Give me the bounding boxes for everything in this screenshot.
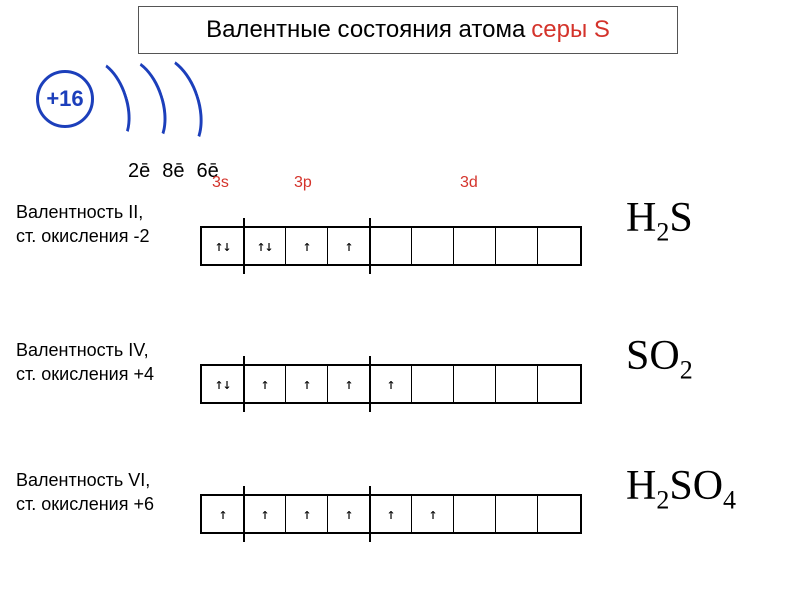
- formula-1: H2S: [626, 194, 693, 247]
- label-3s: 3s: [212, 174, 229, 192]
- electron-counts: 2ē 8ē 6ē: [128, 160, 219, 183]
- orbital-diagram-1: ↑↓ ↑↓ ↑ ↑: [200, 226, 582, 266]
- formula-2: SO2: [626, 332, 693, 385]
- cell: [538, 366, 580, 402]
- cell: ↑: [412, 496, 454, 532]
- state-1-line1: Валентность II,: [16, 200, 196, 224]
- cell: [496, 366, 538, 402]
- state-2-line2: ст. окисления +4: [16, 362, 196, 386]
- state-label-3: Валентность VI, ст. окисления +6: [16, 468, 196, 517]
- cell: ↑: [202, 496, 244, 532]
- cell-arrows: ↑: [344, 375, 352, 393]
- cell-arrows: ↑: [302, 375, 310, 393]
- cell: [454, 496, 496, 532]
- shell-count-1: 2ē: [128, 160, 150, 183]
- label-3d: 3d: [460, 174, 478, 192]
- formula-3: H2SO4: [626, 462, 736, 515]
- cell: ↑: [244, 366, 286, 402]
- cell: ↑↓: [244, 228, 286, 264]
- cell: ↑: [328, 496, 370, 532]
- cell: ↑↓: [202, 228, 244, 264]
- cell: ↑: [370, 496, 412, 532]
- cell: [538, 228, 580, 264]
- cell-arrows: ↑: [386, 505, 394, 523]
- label-3p: 3p: [294, 174, 312, 192]
- title-element: серы S: [531, 16, 610, 44]
- orbital-diagram-3: ↑ ↑ ↑ ↑ ↑ ↑: [200, 494, 582, 534]
- cell: ↑: [328, 366, 370, 402]
- cell-arrows: ↑↓: [214, 237, 230, 255]
- cell: ↑: [286, 228, 328, 264]
- state-3-line2: ст. окисления +6: [16, 492, 196, 516]
- cell-arrows: ↑↓: [256, 237, 272, 255]
- shell-count-2: 8ē: [162, 160, 184, 183]
- cell-arrows: ↑: [386, 375, 394, 393]
- cell: [370, 228, 412, 264]
- state-2-line1: Валентность IV,: [16, 338, 196, 362]
- cell-arrows: ↑: [302, 505, 310, 523]
- cell: [454, 228, 496, 264]
- cell: ↑: [244, 496, 286, 532]
- cell-arrows: ↑: [344, 237, 352, 255]
- cell: ↑: [370, 366, 412, 402]
- cell: ↑: [286, 366, 328, 402]
- cell-arrows: ↑↓: [214, 375, 230, 393]
- state-3-line1: Валентность VI,: [16, 468, 196, 492]
- title-box: Валентные состояния атома серы S: [138, 6, 678, 54]
- cell: [496, 496, 538, 532]
- cell: ↑: [328, 228, 370, 264]
- state-label-1: Валентность II, ст. окисления -2: [16, 200, 196, 249]
- cell-arrows: ↑: [260, 505, 268, 523]
- cell: ↑: [286, 496, 328, 532]
- cell-arrows: ↑: [428, 505, 436, 523]
- cell-arrows: ↑: [344, 505, 352, 523]
- cell: [538, 496, 580, 532]
- cell-arrows: ↑: [260, 375, 268, 393]
- state-1-line2: ст. окисления -2: [16, 224, 196, 248]
- cell: [496, 228, 538, 264]
- orbital-diagram-2: ↑↓ ↑ ↑ ↑ ↑: [200, 364, 582, 404]
- cell-arrows: ↑: [218, 505, 226, 523]
- state-label-2: Валентность IV, ст. окисления +4: [16, 338, 196, 387]
- cell: [412, 366, 454, 402]
- title-main: Валентные состояния атома: [206, 16, 525, 44]
- cell: ↑↓: [202, 366, 244, 402]
- cell-arrows: ↑: [302, 237, 310, 255]
- cell: [454, 366, 496, 402]
- cell: [412, 228, 454, 264]
